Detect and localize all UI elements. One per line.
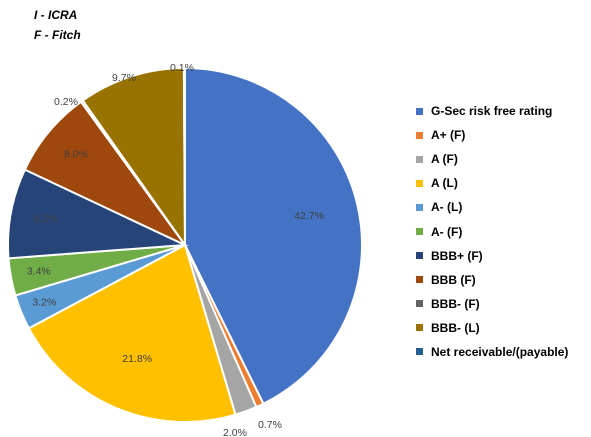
legend-swatch <box>416 252 423 260</box>
slice-data-label: 0.2% <box>54 96 78 108</box>
legend-item: BBB+ (F) <box>416 244 568 268</box>
legend-item: BBB (F) <box>416 268 568 292</box>
legend-label: Net receivable/(payable) <box>431 344 569 359</box>
note-icra: I - ICRA <box>34 8 78 22</box>
legend-swatch <box>416 203 423 211</box>
pie-chart: 42.7% 0.7% 2.0% 21.8% 3.2% 3.4% 8.2% 8.0% 0.2% 9.… <box>7 62 364 437</box>
legend-label: A (F) <box>431 152 458 167</box>
legend-swatch <box>416 107 423 115</box>
slice-data-label: 0.1% <box>170 62 194 74</box>
slice-data-label: 2.0% <box>223 427 247 437</box>
legend-swatch <box>416 300 423 308</box>
legend-swatch <box>416 155 423 163</box>
legend-label: BBB+ (F) <box>431 248 483 263</box>
pie-slice <box>182 66 186 246</box>
legend-item: Net receivable/(payable) <box>416 340 568 364</box>
legend-label: G-Sec risk free rating <box>431 104 553 119</box>
pie-slice <box>81 66 187 249</box>
legend-swatch <box>416 228 423 236</box>
legend-swatch <box>416 276 423 284</box>
legend-item: BBB- (F) <box>416 292 568 316</box>
legend-label: BBB- (F) <box>431 296 480 311</box>
slice-data-label: 21.8% <box>122 353 152 365</box>
slice-data-label: 8.2% <box>34 213 58 225</box>
legend-item: A- (F) <box>416 219 568 243</box>
legend-item: A (L) <box>416 171 568 195</box>
pie-slice <box>23 100 186 246</box>
legend-item: A- (L) <box>416 195 568 219</box>
legend-label: A+ (F) <box>431 128 466 143</box>
legend-swatch <box>416 131 423 139</box>
legend-label: A (L) <box>431 176 458 191</box>
legend-item: G-Sec risk free rating <box>416 99 568 123</box>
pie-slice <box>27 243 237 423</box>
slice-data-label: 3.2% <box>32 297 56 309</box>
legend-label: BBB- (L) <box>431 320 480 335</box>
legend-item: BBB- (L) <box>416 316 568 340</box>
legend-label: A- (L) <box>431 200 463 215</box>
legend-swatch <box>416 179 423 187</box>
chart-legend: G-Sec risk free rating A+ (F) A (F) A (L) A-… <box>416 99 568 364</box>
legend-label: BBB (F) <box>431 272 476 287</box>
slice-data-label: 0.7% <box>258 419 282 431</box>
legend-swatch <box>416 324 423 332</box>
pie-slice <box>7 168 189 260</box>
note-fitch: F - Fitch <box>34 28 81 42</box>
slice-data-label: 3.4% <box>27 266 51 278</box>
legend-swatch <box>416 348 423 356</box>
legend-label: A- (F) <box>431 224 463 239</box>
legend-item: A (F) <box>416 147 568 171</box>
legend-item: A+ (F) <box>416 123 568 147</box>
slice-data-label: 8.0% <box>64 148 88 160</box>
pie-slice <box>184 66 364 406</box>
slice-data-label: 42.7% <box>294 210 324 222</box>
slice-data-label: 9.7% <box>112 72 136 84</box>
